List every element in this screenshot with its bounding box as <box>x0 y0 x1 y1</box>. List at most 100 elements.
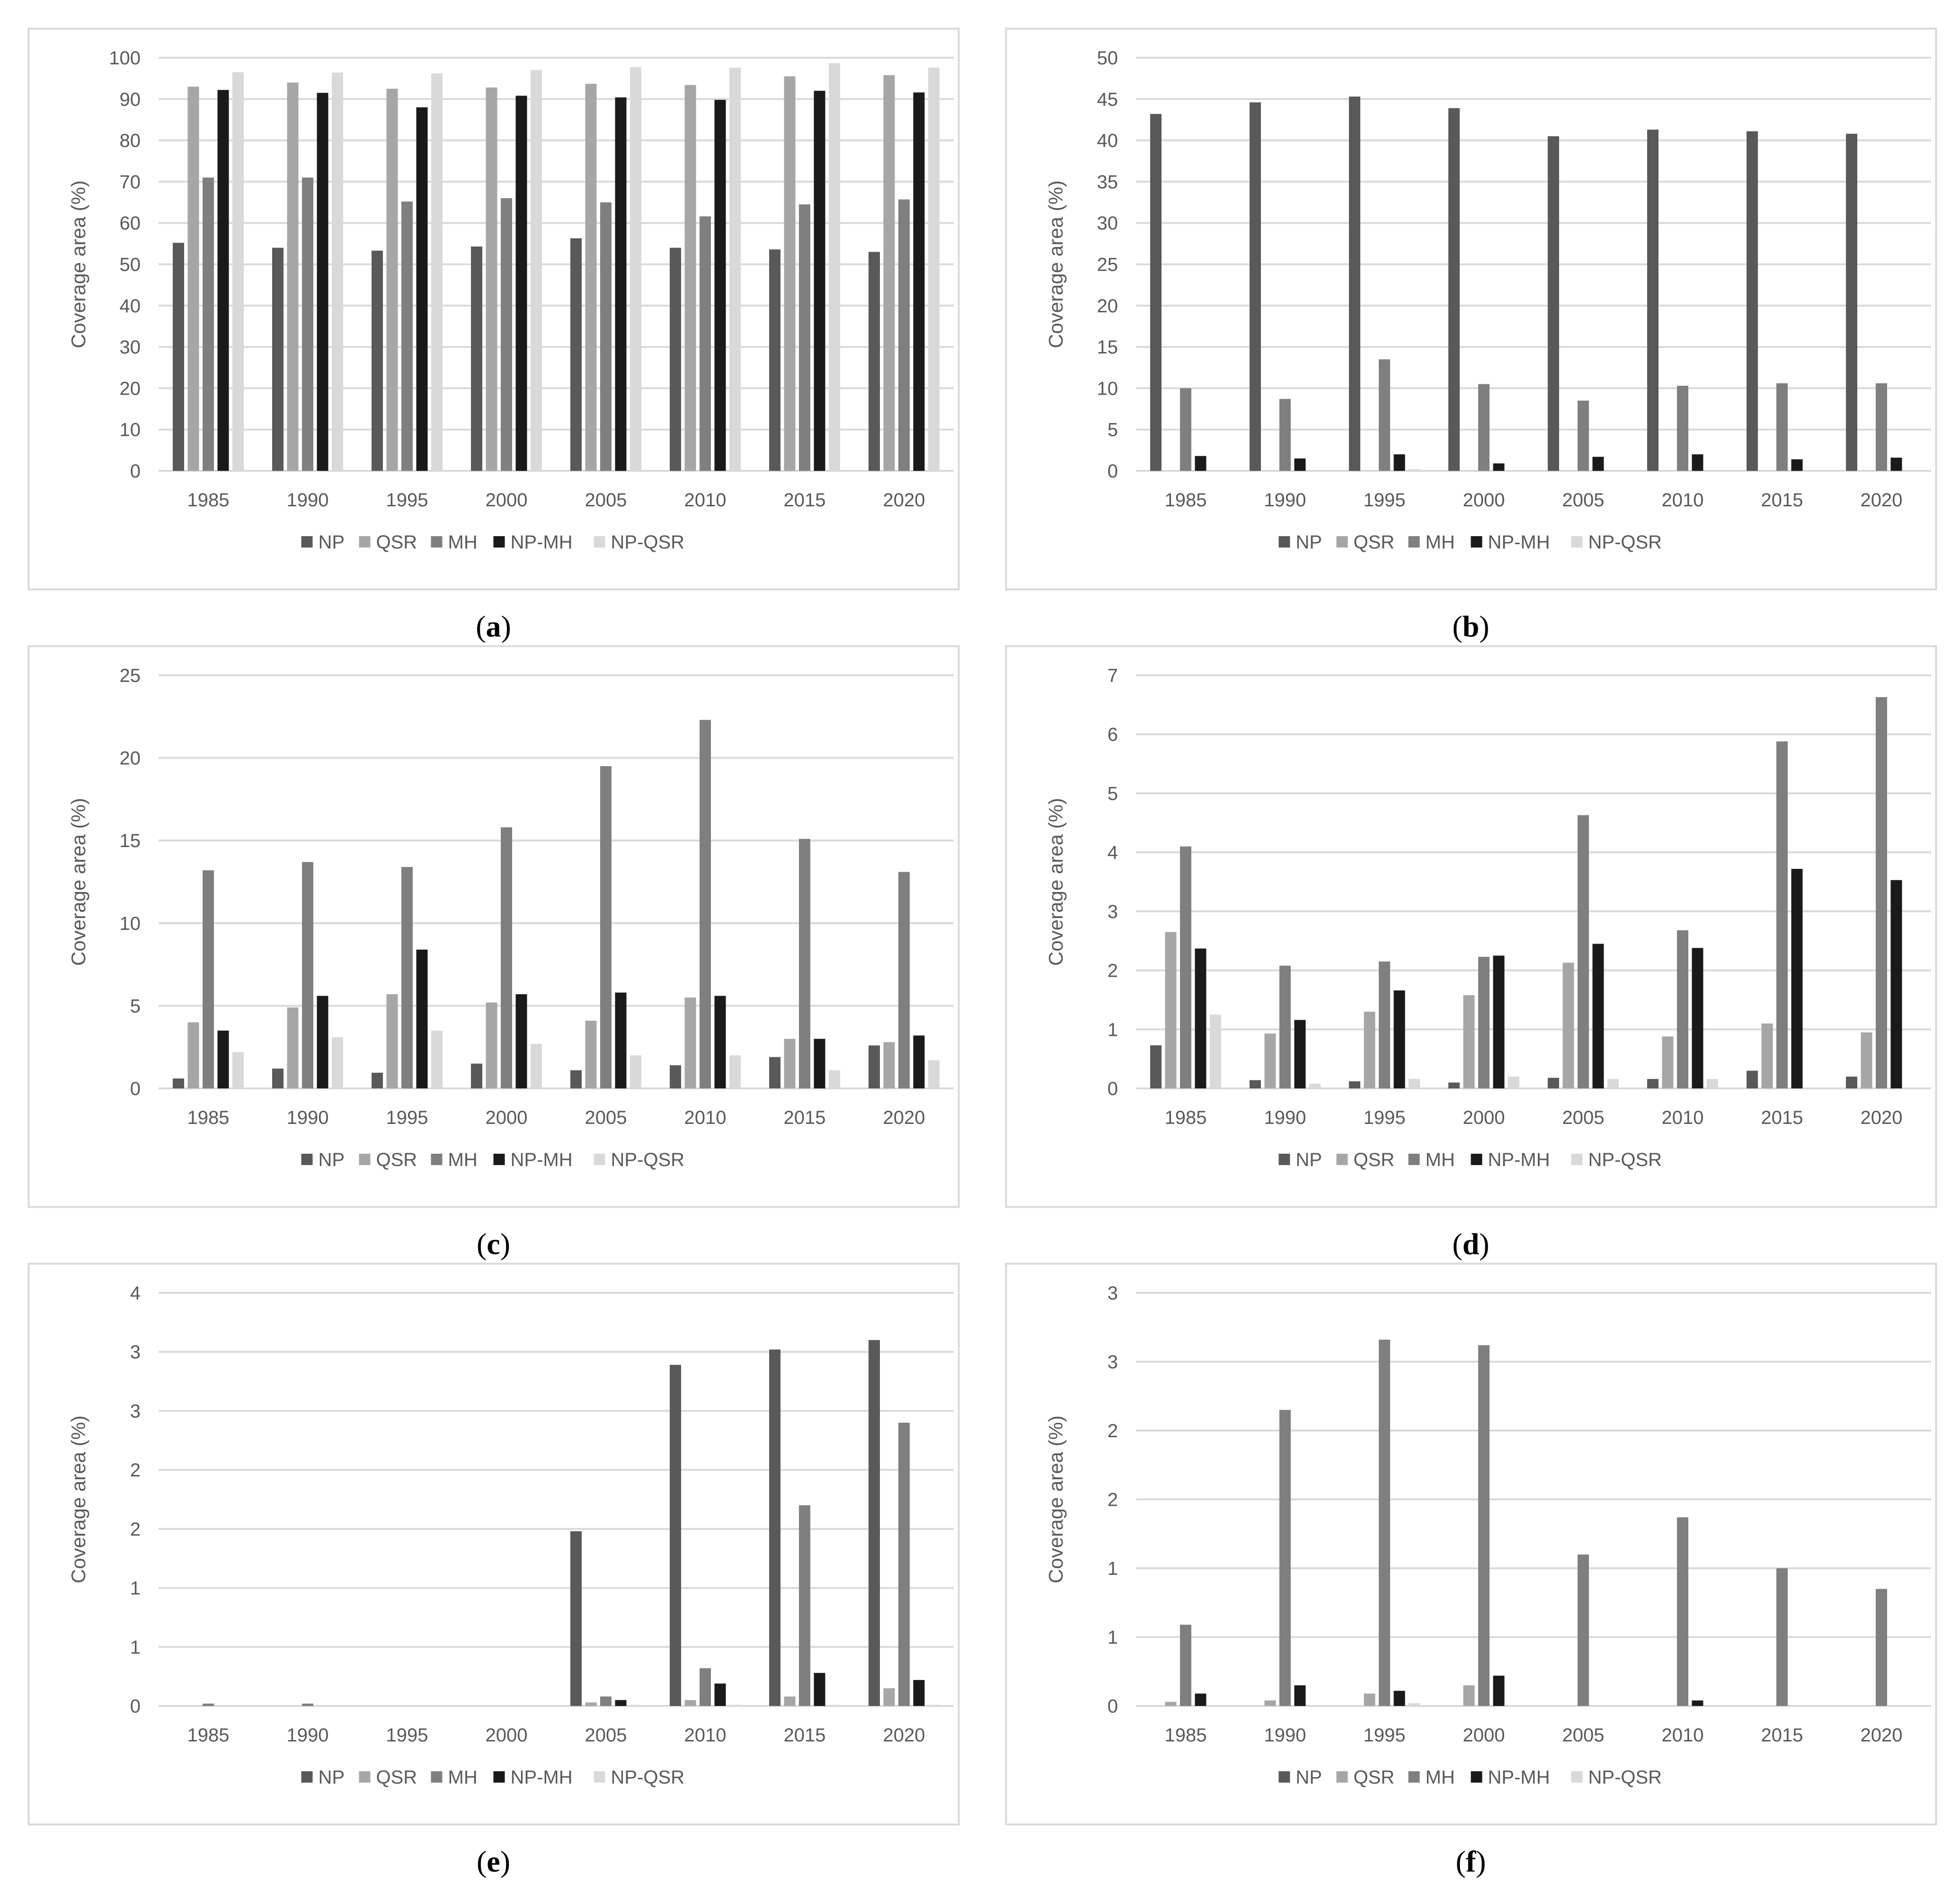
y-tick-label: 5 <box>1108 420 1118 441</box>
bar-mh-1990 <box>1279 965 1291 1088</box>
legend-label-np-qsr: NP-QSR <box>611 1767 685 1788</box>
bar-mh-1985 <box>203 1704 214 1706</box>
legend-swatch-qsr <box>1336 1771 1348 1783</box>
bar-qsr-2000 <box>486 87 497 471</box>
chart-frame <box>1005 1263 1937 1826</box>
bar-np-mh-2005 <box>615 992 627 1088</box>
chart-panel-c: 0 5 10 15 20 25 Coverage area (%) 1985 1990 1995 2… <box>27 645 960 1261</box>
legend-label-np: NP <box>1296 1767 1322 1788</box>
bar-np-1995 <box>372 250 383 471</box>
y-tick-label: 0 <box>1108 1078 1118 1099</box>
bar-np-mh-1985 <box>1195 1693 1206 1706</box>
x-tick-label: 2020 <box>1861 1107 1903 1128</box>
x-tick-label: 2010 <box>684 490 727 511</box>
legend-label-qsr: QSR <box>1354 1149 1395 1170</box>
bar-np-mh-2010 <box>714 100 726 471</box>
bar-np-2020 <box>1846 133 1857 471</box>
y-tick-label: 0 <box>130 1696 141 1717</box>
bar-np-2020 <box>1846 1077 1857 1088</box>
legend-swatch-np-mh <box>493 1154 505 1165</box>
bar-np-mh-2020 <box>913 1035 925 1088</box>
legend-label-qsr: QSR <box>376 1149 417 1170</box>
bar-mh-2005 <box>600 766 612 1088</box>
bar-np-qsr-2005 <box>630 67 641 471</box>
bar-mh-1990 <box>1279 1410 1291 1706</box>
y-tick-label: 2 <box>130 1519 141 1540</box>
bar-mh-2015 <box>1776 741 1788 1088</box>
bar-np-mh-1985 <box>1195 456 1206 471</box>
bar-np-1990 <box>1250 102 1261 471</box>
bar-np-2005 <box>570 1070 582 1088</box>
bar-mh-1985 <box>203 870 214 1088</box>
bar-np-2015 <box>769 249 780 471</box>
x-tick-label: 2020 <box>883 1107 925 1128</box>
bar-qsr-2005 <box>585 83 597 471</box>
bar-np-mh-2000 <box>515 96 527 471</box>
bar-np-mh-2000 <box>515 994 527 1088</box>
bar-qsr-1985 <box>1165 932 1177 1088</box>
y-tick-label: 6 <box>1108 725 1118 745</box>
bar-mh-1985 <box>1180 388 1191 471</box>
bar-qsr-1990 <box>287 1007 299 1088</box>
legend-swatch-np-qsr <box>1571 1154 1583 1165</box>
bar-np-qsr-2015 <box>829 63 840 471</box>
legend-swatch-qsr <box>1336 536 1348 548</box>
y-tick-label: 35 <box>1097 172 1118 193</box>
chart-panel-b: 0 5 10 15 20 25 30 35 40 45 50 Coverage area (%) 198… <box>1005 27 1937 643</box>
legend-swatch-mh <box>1408 536 1420 548</box>
bar-qsr-1995 <box>386 994 398 1088</box>
bar-np-2000 <box>1448 108 1460 471</box>
x-tick-label: 2015 <box>1761 490 1803 511</box>
x-tick-label: 1990 <box>287 1107 329 1128</box>
bar-np-qsr-2005 <box>630 1055 641 1088</box>
x-tick-label: 2005 <box>1562 1107 1605 1128</box>
bar-np-mh-2020 <box>913 1680 925 1706</box>
x-tick-label: 2005 <box>585 1725 627 1746</box>
bar-np-mh-1995 <box>416 949 428 1088</box>
legend-swatch-np-mh <box>1471 1771 1482 1783</box>
bar-np-2005 <box>1548 136 1559 471</box>
bar-np-mh-2015 <box>1791 869 1803 1088</box>
bar-np-mh-2000 <box>1493 463 1505 471</box>
legend-swatch-qsr <box>359 536 371 548</box>
x-tick-label: 2010 <box>1662 1725 1704 1746</box>
bar-np-qsr-2010 <box>1707 1079 1718 1088</box>
x-tick-label: 2020 <box>1861 490 1903 511</box>
bar-np-1995 <box>372 1072 383 1088</box>
bar-mh-2005 <box>600 202 612 471</box>
bar-np-mh-1985 <box>217 90 229 471</box>
legend-swatch-np <box>1278 1771 1290 1783</box>
bar-qsr-2005 <box>585 1020 597 1088</box>
bar-np-1985 <box>1150 1045 1162 1088</box>
bar-np-mh-2000 <box>1493 955 1505 1088</box>
legend-label-mh: MH <box>448 1767 478 1788</box>
legend-label-qsr: QSR <box>1354 1767 1395 1788</box>
y-tick-label: 15 <box>1097 337 1118 358</box>
bar-np-2010 <box>670 247 681 471</box>
bar-np-qsr-1990 <box>1309 1084 1321 1088</box>
legend-swatch-qsr <box>359 1154 371 1165</box>
bar-np-qsr-2000 <box>531 1043 542 1088</box>
bar-np-qsr-1985 <box>232 1052 244 1088</box>
bar-np-2000 <box>471 246 482 471</box>
bar-np-2015 <box>769 1057 780 1088</box>
bar-mh-1985 <box>203 177 214 471</box>
x-tick-label: 1985 <box>1165 1107 1207 1128</box>
bar-mh-2005 <box>1578 815 1589 1088</box>
bar-np-1985 <box>1150 114 1162 471</box>
y-tick-label: 2 <box>1108 1490 1118 1511</box>
bar-np-qsr-2000 <box>531 70 542 471</box>
y-tick-label: 50 <box>120 255 141 275</box>
legend-label-np-qsr: NP-QSR <box>611 1149 685 1170</box>
x-tick-label: 2000 <box>1463 1107 1505 1128</box>
bar-np-mh-1990 <box>1294 1020 1306 1088</box>
bar-np-mh-2010 <box>714 1683 726 1706</box>
x-tick-label: 1990 <box>1264 1725 1306 1746</box>
legend-swatch-np <box>1278 1154 1290 1165</box>
bar-np-mh-2015 <box>814 90 825 471</box>
chart-panel-d: 0 1 2 3 4 5 6 7 Coverage area (%) 1985 1990 1995 200… <box>1005 645 1937 1261</box>
y-tick-label: 20 <box>120 378 141 399</box>
legend-label-np-qsr: NP-QSR <box>1588 1149 1662 1170</box>
bar-mh-1990 <box>302 1704 313 1706</box>
legend-swatch-qsr <box>359 1771 371 1783</box>
